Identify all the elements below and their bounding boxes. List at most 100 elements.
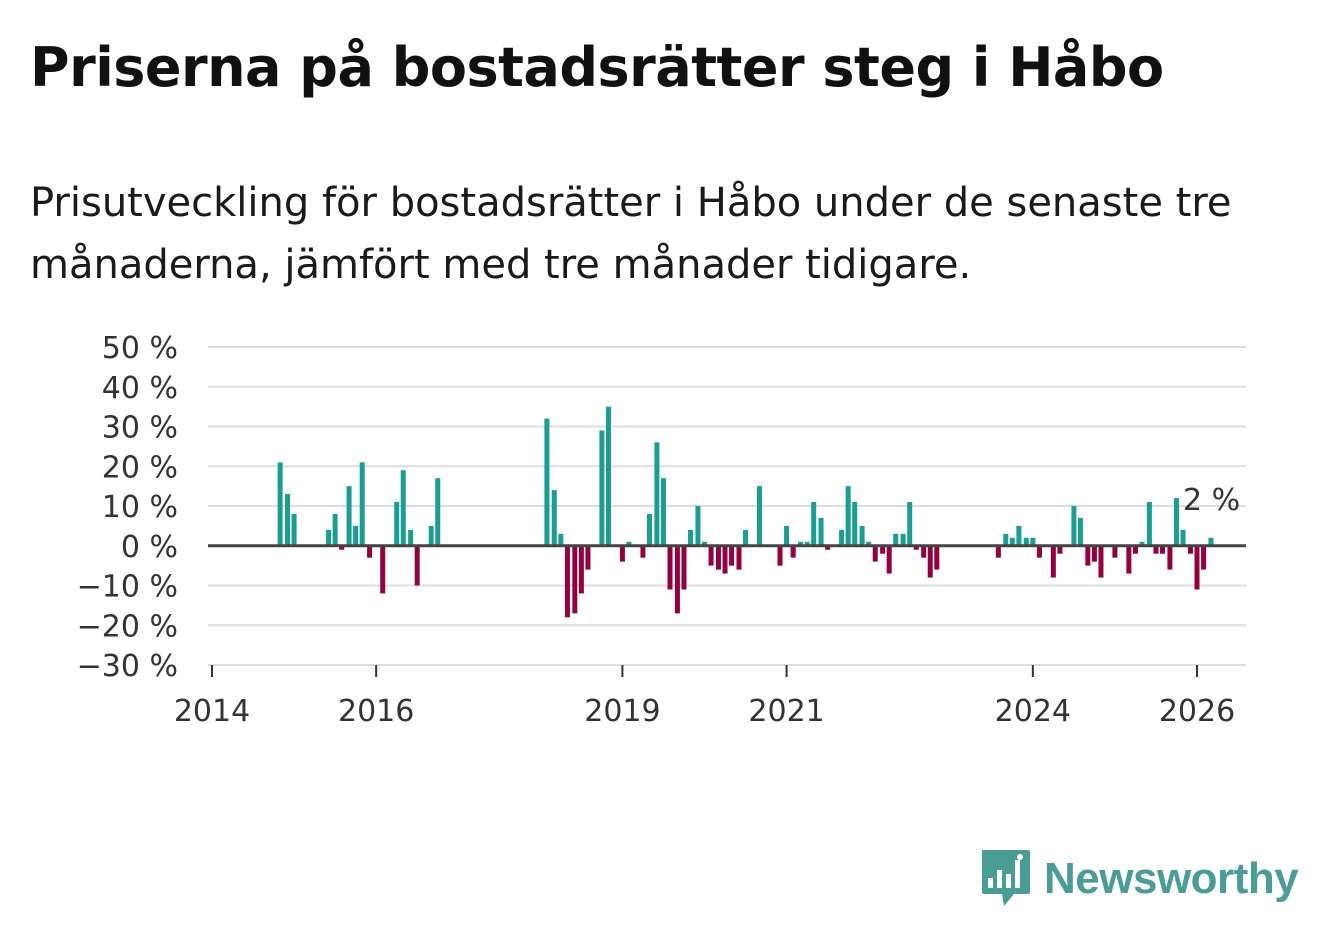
bar-negative [790, 545, 796, 558]
bar-positive [1208, 537, 1214, 546]
bar-positive [811, 502, 817, 546]
bar-positive [1003, 533, 1009, 546]
bar-negative [880, 545, 886, 554]
bar-negative [564, 545, 570, 618]
bar-positive [702, 541, 707, 546]
bar-negative [886, 545, 892, 574]
bar-positive [804, 541, 810, 546]
bar-positive [893, 533, 899, 546]
bar-positive [798, 541, 804, 546]
bar-negative [1126, 545, 1132, 574]
bar-positive [688, 529, 694, 546]
bar-positive [599, 430, 605, 546]
bar-negative [872, 545, 878, 562]
y-tick-label: 40 % [102, 371, 178, 406]
bar-negative [1112, 545, 1118, 558]
bar-positive [332, 513, 338, 546]
chart-title: Priserna på bostadsrätter steg i Håbo [30, 36, 1164, 99]
y-tick-label: −10 % [77, 570, 178, 605]
last-value-label: 2 % [1183, 483, 1240, 518]
bar-positive [1071, 506, 1077, 546]
bar-negative [1167, 545, 1173, 570]
bar-positive [1077, 517, 1083, 546]
bar-positive [1173, 498, 1179, 546]
bar-positive [346, 486, 352, 546]
bar-positive [647, 513, 652, 546]
bars [277, 406, 1214, 618]
bar-negative [1201, 545, 1207, 570]
bar-positive [605, 406, 611, 546]
bar-positive [818, 517, 824, 546]
y-tick-label: 0 % [121, 530, 178, 565]
bar-negative [708, 545, 714, 566]
bar-negative [715, 545, 721, 570]
y-tick-label: −30 % [77, 649, 178, 684]
bar-negative [729, 545, 735, 566]
bar-positive [626, 541, 632, 546]
bar-negative [934, 545, 940, 570]
bar-positive [845, 486, 851, 546]
bar-positive [907, 502, 913, 546]
bar-negative [825, 545, 831, 550]
bar-positive [408, 529, 414, 546]
x-tick-label: 2016 [338, 694, 414, 729]
bar-positive [1139, 541, 1145, 546]
bar-positive [1009, 537, 1015, 546]
bar-negative [1091, 545, 1097, 562]
bar-positive [660, 478, 666, 546]
bar-positive [428, 525, 434, 546]
bar-negative [1085, 545, 1091, 566]
bar-negative [1098, 545, 1104, 578]
newsworthy-logo-icon [982, 850, 1030, 906]
x-tick-label: 2026 [1159, 694, 1235, 729]
bar-positive [400, 470, 406, 546]
bar-positive [1180, 529, 1186, 546]
bar-negative [927, 545, 933, 578]
bar-negative [913, 545, 919, 550]
bar-negative [339, 545, 345, 550]
axes [208, 544, 1246, 677]
y-tick-label: 20 % [102, 450, 178, 485]
bar-negative [1194, 545, 1200, 590]
bar-positive [654, 442, 660, 546]
bar-positive [1030, 537, 1036, 546]
bar-positive [359, 462, 365, 546]
bar-negative [722, 545, 728, 574]
bar-negative [681, 545, 687, 590]
bar-negative [414, 545, 420, 586]
bar-positive [291, 513, 297, 546]
bar-negative [1057, 545, 1063, 554]
bar-negative [1036, 545, 1042, 558]
bar-negative [1187, 545, 1193, 554]
x-tick-label: 2019 [584, 694, 660, 729]
bar-positive [852, 502, 858, 546]
bar-negative [667, 545, 673, 590]
bar-positive [544, 418, 550, 546]
y-tick-label: 30 % [102, 411, 178, 446]
bar-positive [394, 502, 400, 546]
bar-positive [866, 541, 872, 546]
bar-negative [619, 545, 625, 562]
bar-negative [1132, 545, 1138, 554]
bar-positive [285, 494, 291, 546]
bar-positive [839, 529, 845, 546]
bar-negative [995, 545, 1001, 558]
bar-positive [558, 533, 564, 546]
bar-negative [1153, 545, 1159, 554]
bar-negative [777, 545, 783, 566]
bar-positive [435, 478, 441, 546]
bar-positive [900, 533, 906, 546]
x-tick-label: 2014 [174, 694, 250, 729]
newsworthy-logo-text: Newsworthy [1044, 854, 1299, 903]
bar-positive [326, 529, 332, 546]
bar-negative [736, 545, 742, 570]
bar-positive [859, 525, 865, 546]
bar-negative [585, 545, 591, 570]
bar-positive [277, 462, 283, 546]
y-tick-label: 50 % [102, 331, 178, 366]
bar-positive [353, 525, 359, 546]
bar-positive [551, 490, 557, 546]
bar-positive [743, 529, 749, 546]
bar-negative [640, 545, 646, 558]
bar-positive [695, 506, 701, 546]
